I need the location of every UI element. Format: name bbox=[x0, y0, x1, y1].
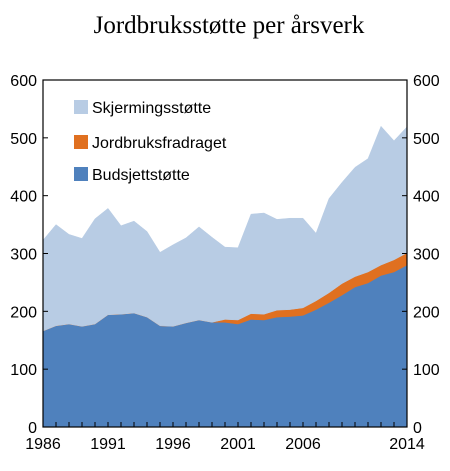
x-tick-label: 1996 bbox=[155, 436, 191, 453]
legend-label-jordbruksfradraget: Jordbruksfradraget bbox=[92, 135, 227, 152]
x-tick-label: 2006 bbox=[285, 436, 321, 453]
axis-ticks bbox=[42, 79, 408, 428]
y-tick-label-right: 500 bbox=[413, 131, 440, 148]
chart-title: Jordbruksstøtte per årsverk bbox=[94, 12, 365, 39]
y-tick-label-right: 0 bbox=[413, 420, 422, 437]
y-tick-label-left: 300 bbox=[10, 247, 37, 264]
legend-swatch-budsjettstotte bbox=[74, 167, 88, 181]
y-tick-label-right: 200 bbox=[413, 304, 440, 321]
x-tick-label: 1986 bbox=[25, 436, 61, 453]
legend-swatch-skjermingsstotte bbox=[74, 100, 88, 114]
legend-label-budsjettstotte: Budsjettstøtte bbox=[92, 167, 190, 184]
y-tick-label-right: 400 bbox=[413, 189, 440, 206]
y-tick-label-left: 500 bbox=[10, 131, 37, 148]
y-tick-label-left: 600 bbox=[10, 73, 37, 90]
x-tick-label: 2014 bbox=[389, 436, 425, 453]
y-axis-left-labels: 0 100 200 300 400 500 600 bbox=[10, 73, 37, 437]
y-tick-label-left: 0 bbox=[28, 420, 37, 437]
y-tick-label-left: 100 bbox=[10, 362, 37, 379]
x-axis-labels: 1986 1991 1996 2001 2006 2014 bbox=[25, 436, 425, 453]
legend-label-skjermingsstotte: Skjermingsstøtte bbox=[92, 100, 211, 117]
y-tick-label-right: 300 bbox=[413, 247, 440, 264]
y-tick-label-right: 600 bbox=[413, 73, 440, 90]
x-tick-label: 2001 bbox=[220, 436, 256, 453]
x-tick-label: 1991 bbox=[90, 436, 126, 453]
legend-swatch-jordbruksfradraget bbox=[74, 135, 88, 149]
y-tick-label-left: 400 bbox=[10, 189, 37, 206]
y-tick-label-right: 100 bbox=[413, 362, 440, 379]
y-tick-label-left: 200 bbox=[10, 304, 37, 321]
y-axis-right-labels: 0 100 200 300 400 500 600 bbox=[413, 73, 440, 437]
legend: Skjermingsstøtte Jordbruksfradraget Buds… bbox=[74, 100, 227, 184]
